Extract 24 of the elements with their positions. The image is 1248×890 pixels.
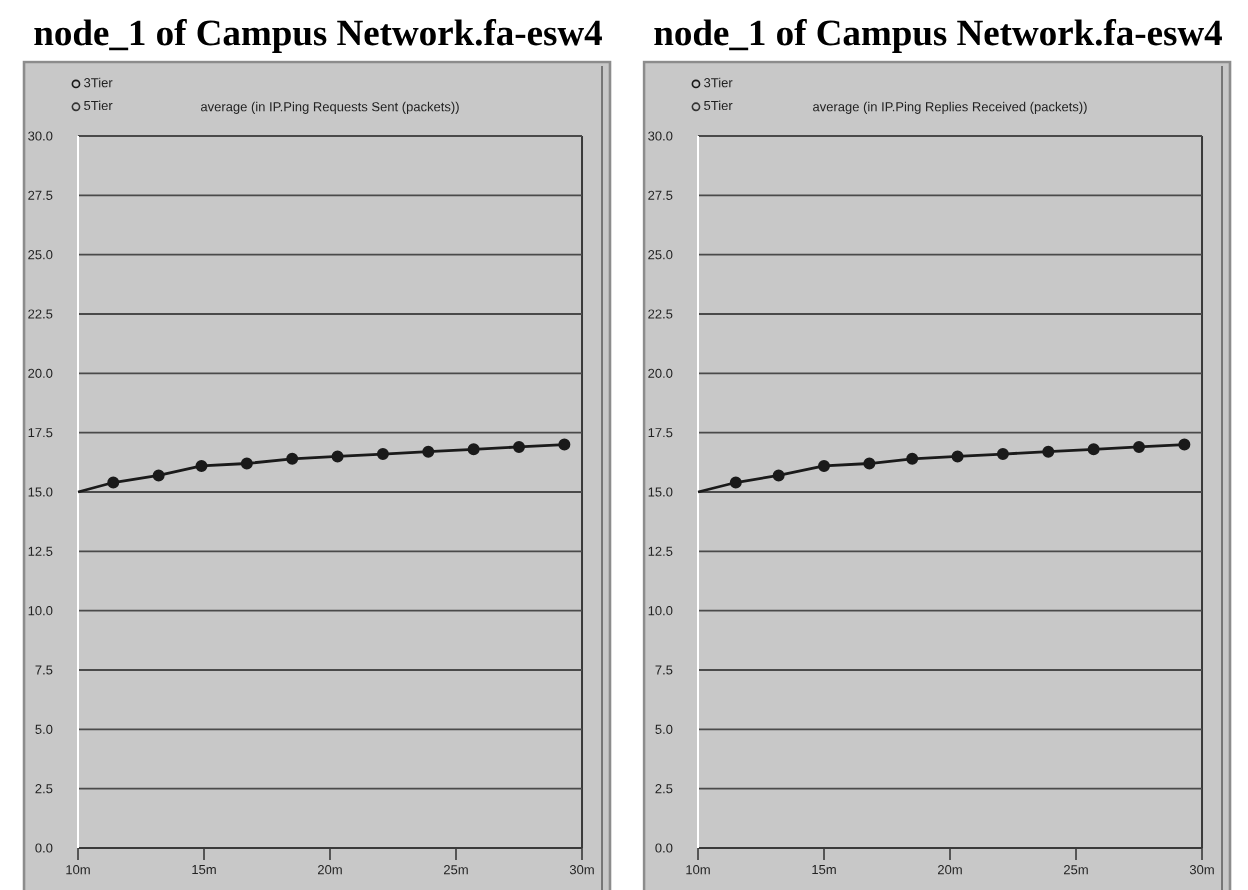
point: [818, 459, 831, 472]
point: [951, 450, 964, 463]
point: [729, 476, 742, 489]
point: [1087, 443, 1100, 456]
point: [772, 469, 785, 482]
chart-title: node_1 of Campus Network.fa-esw4: [654, 19, 1222, 53]
point: [996, 448, 1009, 461]
point: [376, 448, 389, 461]
point: [240, 457, 253, 470]
point: [467, 443, 480, 456]
point: [286, 452, 299, 465]
point: [1178, 438, 1191, 451]
point: [1133, 440, 1145, 453]
point: [558, 438, 571, 451]
chart-title: node_1 of Campus Network.fa-esw4: [34, 19, 602, 53]
point: [195, 459, 208, 472]
point: [152, 469, 165, 482]
point: [863, 457, 876, 470]
point: [331, 450, 344, 463]
point: [513, 440, 525, 453]
point: [107, 476, 120, 489]
point: [906, 452, 919, 465]
point: [1042, 445, 1055, 458]
point: [422, 445, 435, 458]
